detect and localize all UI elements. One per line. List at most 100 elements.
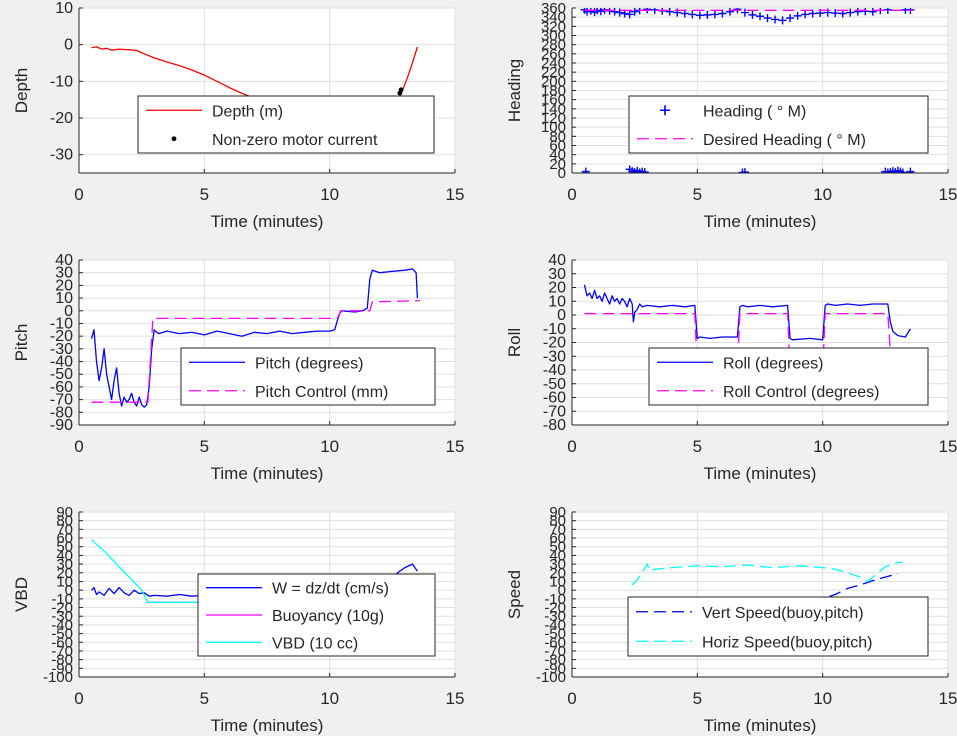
x-tick-label: 10: [813, 689, 832, 708]
y-tick-label: 20: [55, 277, 73, 294]
x-tick-label: 5: [200, 437, 209, 456]
y-tick-label: 30: [549, 556, 566, 573]
heading-series-0-point: [778, 16, 787, 25]
vbd-chart: 0 5 10 15-100-90-80-70-60-50-40-30-20-10010…: [12, 504, 464, 735]
y-tick-label: 0: [557, 307, 566, 324]
x-tick-label: 0: [74, 185, 83, 204]
y-tick-label: 10: [549, 573, 566, 590]
depth-chart: 0 5 10 15 -30 -20 -10 0 10 Time (minutes) Depth Dep…: [12, 0, 464, 231]
legend-label: Heading ( ° M): [703, 103, 806, 120]
y-tick-label: -30: [51, 608, 73, 625]
x-tick-label: 0: [567, 185, 576, 204]
y-tick-label: 40: [549, 547, 566, 564]
legend-box: [648, 347, 929, 406]
y-tick-label: 50: [549, 539, 566, 556]
legend-box: [628, 95, 929, 154]
y-tick-label: -20: [50, 328, 73, 345]
y-tick-label: -30: [543, 348, 566, 365]
heading-series-0-point: [801, 10, 810, 19]
heading-series-0-point: [793, 11, 802, 20]
heading-series-0-point: [665, 8, 674, 16]
legend-box: [180, 347, 436, 406]
y-tick-label: -90: [51, 660, 73, 677]
heading-series-0-point: [786, 14, 795, 23]
heading-series-0-point: [688, 10, 697, 19]
y-tick-label: 320: [541, 18, 566, 35]
x-tick-label: 5: [693, 437, 702, 456]
y-tick-label: -80: [51, 652, 73, 669]
y-tick-label: 60: [549, 138, 566, 155]
x-tick-label: 15: [446, 185, 465, 204]
y-tick-label: 10: [55, 0, 73, 17]
y-tick-label: -90: [50, 417, 73, 434]
heading-legend: Heading ( ° M) Desired Heading ( ° M): [628, 95, 929, 154]
y-tick-label: -10: [50, 73, 73, 90]
y-tick-label: 0: [65, 582, 73, 599]
y-tick-label: -30: [50, 147, 73, 164]
heading-series-0-point: [710, 10, 719, 19]
y-tick-label: 0: [558, 582, 566, 599]
legend-label: Roll Control (degrees): [723, 384, 880, 401]
y-tick-label: -50: [51, 626, 73, 643]
y-tick-label: 70: [549, 521, 566, 538]
y-tick-label: -60: [51, 634, 73, 651]
roll-ylabel: Roll: [505, 328, 524, 357]
heading-series-0-point: [596, 8, 605, 16]
y-tick-label: 40: [55, 252, 73, 269]
vbd-xlabel: Time (minutes): [211, 716, 324, 735]
y-tick-label: 40: [549, 147, 566, 164]
y-tick-label: 280: [541, 37, 566, 54]
y-tick-label: -60: [544, 634, 566, 651]
y-tick-label: -10: [543, 321, 566, 338]
heading-series-0-point: [630, 8, 639, 16]
vbd-ylabel: VBD: [12, 577, 31, 612]
speed-legend: Vert Speed(buoy,pitch) Horiz Speed(buoy,p…: [627, 596, 929, 657]
y-tick-label: 10: [548, 293, 566, 310]
y-tick-label: 120: [541, 110, 566, 127]
depth-series-1-point: [398, 87, 404, 93]
y-tick-label: 20: [549, 565, 566, 582]
y-tick-label: -60: [50, 379, 73, 396]
legend-label: Desired Heading ( ° M): [703, 132, 866, 149]
heading-xlabel: Time (minutes): [704, 212, 817, 231]
speed-ylabel: Speed: [505, 570, 524, 619]
x-tick-label: 10: [320, 437, 339, 456]
heading-series-0-point: [610, 8, 619, 16]
legend-box: [137, 95, 435, 154]
y-tick-label: 340: [541, 9, 566, 26]
roll-chart: 0 5 10 15-80-70-60-50-40-30-20-10010203040T…: [505, 252, 957, 483]
y-tick-label: -20: [51, 600, 73, 617]
y-tick-label: -80: [543, 417, 566, 434]
y-tick-label: 0: [64, 303, 73, 320]
x-tick-label: 5: [200, 185, 209, 204]
y-tick-label: -80: [544, 652, 566, 669]
heading-series-0-point: [808, 9, 817, 18]
x-tick-label: 5: [693, 185, 702, 204]
heading-series-0-point: [640, 168, 649, 173]
heading-series-0-point: [733, 8, 742, 14]
roll-series: [583, 284, 913, 371]
legend-label: Horiz Speed(buoy,pitch): [702, 634, 872, 651]
pitch-ylabel: Pitch: [12, 324, 31, 362]
y-tick-label: 60: [56, 530, 73, 547]
heading-series-0-point: [756, 12, 764, 21]
y-tick-label: 90: [549, 504, 566, 521]
pitch-xlabel: Time (minutes): [211, 464, 324, 483]
y-tick-label: 80: [549, 128, 566, 145]
legend-label: Roll (degrees): [723, 355, 823, 372]
depth-xlabel: Time (minutes): [211, 212, 324, 231]
y-tick-label: -30: [544, 608, 566, 625]
y-tick-label: 40: [56, 547, 73, 564]
heading-series-0-point: [853, 8, 862, 16]
x-tick-label: 5: [200, 689, 209, 708]
legend-swatch: [171, 136, 177, 142]
vbd-legend: W = dz/dt (cm/s) Buoyancy (10g) VBD (10 cc…: [197, 573, 436, 657]
y-tick-label: 360: [541, 0, 566, 17]
y-tick-label: 220: [541, 64, 566, 81]
x-tick-label: 15: [939, 689, 957, 708]
y-tick-label: 20: [56, 565, 73, 582]
heading-ylabel: Heading: [505, 59, 524, 122]
y-tick-label: -20: [543, 335, 566, 352]
x-tick-label: 0: [74, 437, 83, 456]
